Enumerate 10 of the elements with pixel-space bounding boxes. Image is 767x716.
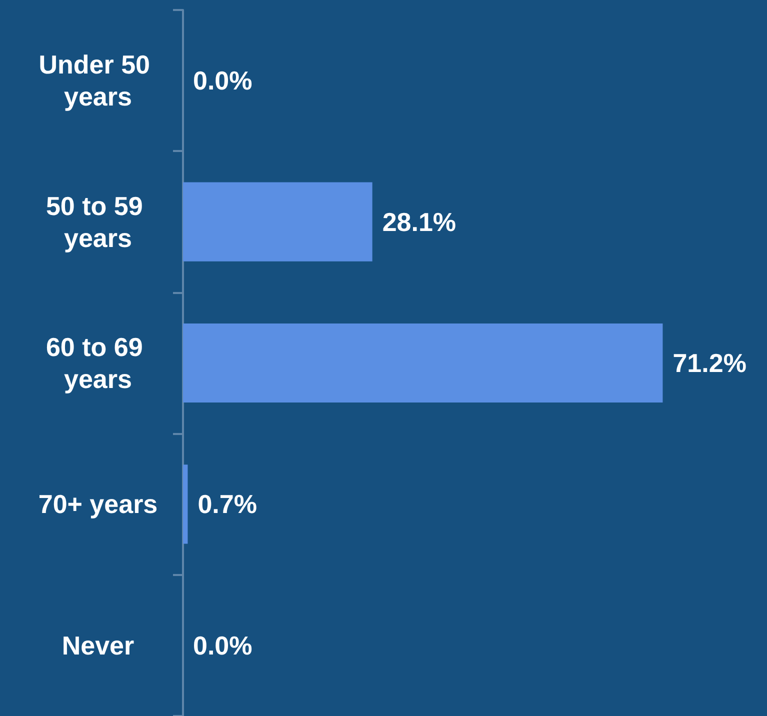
y-tick-label: Never	[62, 630, 134, 660]
data-label: 0.0%	[193, 630, 252, 660]
data-label: 0.7%	[198, 489, 257, 520]
data-label: 0.0%	[193, 66, 252, 96]
y-tick-label: 60 to 69 years	[46, 332, 150, 394]
data-label: 28.1%	[382, 206, 456, 237]
data-label: 71.2%	[672, 348, 746, 378]
y-tick-label: 70+ years	[38, 489, 158, 520]
y-tick-label: 50 to 59 years	[46, 190, 150, 253]
y-tick-label: Under 50 years	[38, 50, 158, 112]
